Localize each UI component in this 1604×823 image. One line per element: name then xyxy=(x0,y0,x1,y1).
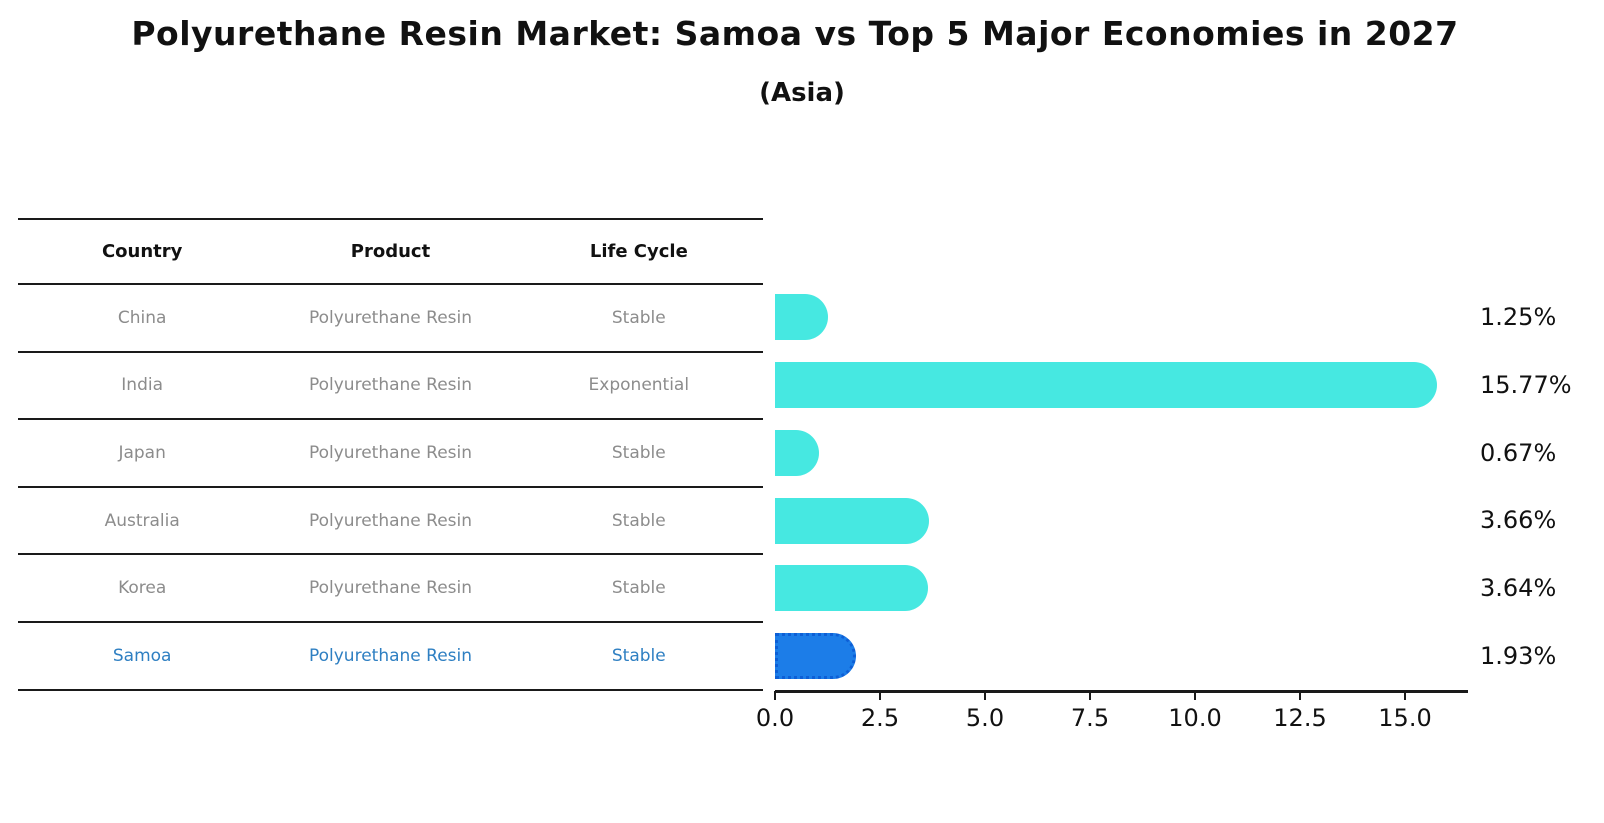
table-header-product: Product xyxy=(350,241,431,262)
x-tick-mark-10.0 xyxy=(1194,691,1196,700)
table-cell-product: Polyurethane Resin xyxy=(308,510,473,531)
table-cell-product: Polyurethane Resin xyxy=(308,645,473,666)
bar-india xyxy=(775,361,1438,408)
table-row: China Polyurethane Resin Stable xyxy=(18,285,763,353)
x-tick-label-5.0: 5.0 xyxy=(965,704,1005,732)
table-cell-product: Polyurethane Resin xyxy=(308,375,473,396)
x-tick-label-10.0: 10.0 xyxy=(1168,704,1222,732)
table-row: Samoa Polyurethane Resin Stable xyxy=(18,623,763,691)
table-cell-lifecycle: Exponential xyxy=(588,375,690,396)
table-header-country: Country xyxy=(101,241,183,262)
table-cell-country: Korea xyxy=(118,578,167,599)
bar-korea xyxy=(775,565,928,612)
table-header-lifecycle: Life Cycle xyxy=(589,241,688,262)
table-cell-lifecycle: Stable xyxy=(611,645,666,666)
table-cell-country: Japan xyxy=(118,442,166,463)
table-cell-country: China xyxy=(117,307,167,328)
table-cell-lifecycle: Stable xyxy=(611,510,666,531)
value-label-india: 15.77% xyxy=(1480,370,1572,399)
table-cell-country: Australia xyxy=(104,510,180,531)
bar-samoa xyxy=(775,633,857,680)
table-cell-product: Polyurethane Resin xyxy=(308,442,473,463)
table-cell-product: Polyurethane Resin xyxy=(308,307,473,328)
value-label-china: 1.25% xyxy=(1480,302,1557,331)
bar-slot-samoa xyxy=(775,622,1468,690)
chart-title: Polyurethane Resin Market: Samoa vs Top … xyxy=(131,14,1459,53)
x-tick-mark-2.5 xyxy=(879,691,881,700)
table-row: Australia Polyurethane Resin Stable xyxy=(18,488,763,556)
table-header-row: Country Product Life Cycle xyxy=(18,220,763,285)
table-cell-country: Samoa xyxy=(112,645,172,666)
value-label-australia: 3.66% xyxy=(1480,506,1557,535)
bar-australia xyxy=(775,497,929,544)
x-tick-label-2.5: 2.5 xyxy=(860,704,900,732)
x-axis-line xyxy=(775,690,1468,693)
chart-subtitle: (Asia) xyxy=(759,78,845,108)
table-row: Korea Polyurethane Resin Stable xyxy=(18,555,763,623)
x-tick-label-12.5: 12.5 xyxy=(1273,704,1327,732)
value-label-samoa: 1.93% xyxy=(1480,642,1557,671)
value-label-japan: 0.67% xyxy=(1480,438,1557,467)
table-cell-country: India xyxy=(121,375,164,396)
x-tick-label-7.5: 7.5 xyxy=(1070,704,1110,732)
x-tick-mark-12.5 xyxy=(1299,691,1301,700)
bar-japan xyxy=(775,429,819,476)
x-axis: 0.0 2.5 5.0 7.5 10.0 12.5 15.0 xyxy=(756,690,1468,740)
table-cell-lifecycle: Stable xyxy=(611,307,666,328)
bar-plot-area xyxy=(775,283,1468,693)
bar-slot-china xyxy=(775,283,1468,351)
table-body: China Polyurethane Resin Stable India Po… xyxy=(18,285,763,691)
x-tick-mark-7.5 xyxy=(1089,691,1091,700)
bar-slot-japan xyxy=(775,419,1468,487)
bar-slot-india xyxy=(775,351,1468,419)
country-table: Country Product Life Cycle China Polyure… xyxy=(18,218,763,691)
bar-value-labels: 1.25% 15.77% 0.67% 3.66% 3.64% 1.93% xyxy=(1480,283,1600,690)
table-cell-product: Polyurethane Resin xyxy=(308,578,473,599)
table-row: India Polyurethane Resin Exponential xyxy=(18,353,763,421)
x-tick-mark-15.0 xyxy=(1404,691,1406,700)
x-tick-label-0.0: 0.0 xyxy=(755,704,795,732)
x-tick-mark-5.0 xyxy=(984,691,986,700)
value-label-korea: 3.64% xyxy=(1480,574,1557,603)
x-tick-mark-0.0 xyxy=(774,691,776,700)
table-cell-lifecycle: Stable xyxy=(611,578,666,599)
table-cell-lifecycle: Stable xyxy=(611,442,666,463)
x-tick-label-15.0: 15.0 xyxy=(1378,704,1432,732)
bar-slot-korea xyxy=(775,554,1468,622)
bar-china xyxy=(775,294,828,340)
bar-slot-australia xyxy=(775,487,1468,555)
table-row: Japan Polyurethane Resin Stable xyxy=(18,420,763,488)
